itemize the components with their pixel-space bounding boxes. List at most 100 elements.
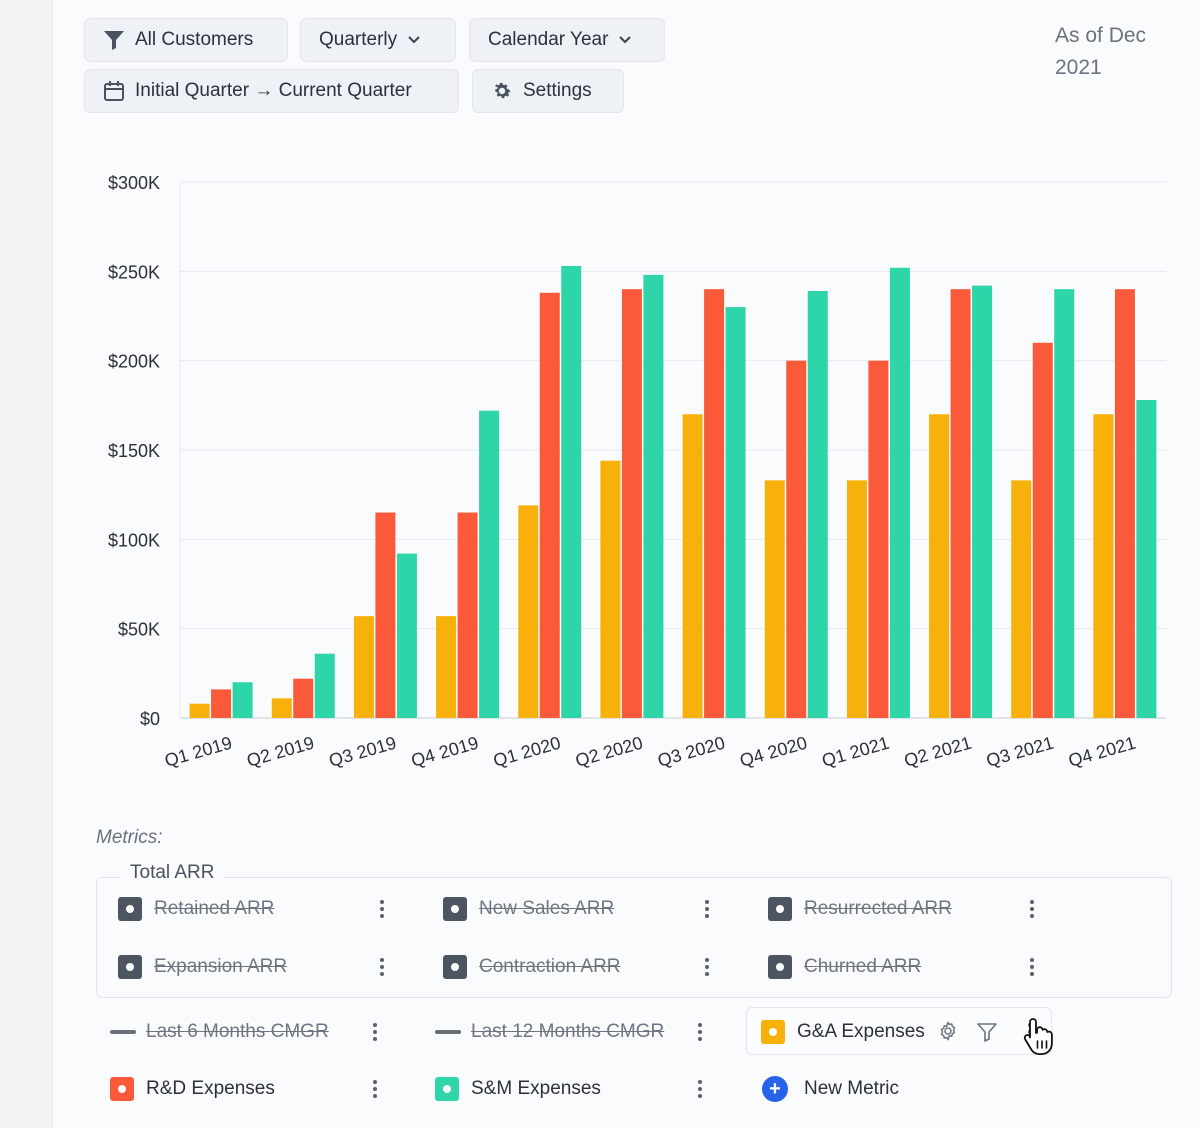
bar-g-a-expenses-q4-2021[interactable]	[1093, 414, 1114, 718]
gear-icon	[494, 82, 511, 99]
metric-sm-expenses[interactable]: S&M Expenses	[435, 1072, 601, 1106]
date-range-label: Initial Quarter → Current Quarter	[135, 80, 412, 101]
metric-swatch-icon	[443, 955, 467, 979]
bar-g-a-expenses-q2-2021[interactable]	[929, 414, 950, 718]
bar-s-m-expenses-q2-2019[interactable]	[314, 653, 335, 718]
bar-r-d-expenses-q1-2021[interactable]	[868, 360, 889, 718]
more-options-icon[interactable]	[690, 1074, 710, 1104]
bar-s-m-expenses-q3-2021[interactable]	[1054, 289, 1075, 718]
filter-icon	[104, 31, 124, 50]
more-options-icon[interactable]	[372, 894, 392, 924]
bar-s-m-expenses-q1-2021[interactable]	[889, 267, 910, 718]
x-tick-label: Q1 2021	[820, 733, 892, 771]
bar-s-m-expenses-q3-2019[interactable]	[396, 553, 417, 718]
y-tick-label: $0	[140, 709, 160, 729]
metric-label: Contraction ARR	[479, 956, 621, 977]
metric-label: New Sales ARR	[479, 898, 615, 919]
bar-g-a-expenses-q2-2019[interactable]	[271, 698, 292, 718]
more-options-icon[interactable]	[697, 894, 717, 924]
bar-g-a-expenses-q1-2020[interactable]	[518, 505, 539, 718]
metric-label: Resurrected ARR	[804, 898, 952, 919]
year-type-dropdown[interactable]: Calendar Year	[469, 18, 665, 62]
bar-s-m-expenses-q3-2020[interactable]	[725, 307, 746, 718]
bar-g-a-expenses-q3-2019[interactable]	[353, 616, 374, 718]
bar-g-a-expenses-q1-2021[interactable]	[846, 480, 867, 718]
bar-g-a-expenses-q3-2021[interactable]	[1011, 480, 1032, 718]
bar-r-d-expenses-q2-2020[interactable]	[621, 289, 642, 718]
bar-s-m-expenses-q2-2020[interactable]	[643, 274, 664, 718]
chevron-down-icon	[408, 36, 420, 44]
bar-r-d-expenses-q4-2020[interactable]	[786, 360, 807, 718]
date-range-button[interactable]: Initial Quarter → Current Quarter	[84, 69, 459, 113]
metric-retained-arr[interactable]: Retained ARR	[118, 892, 274, 926]
as-of-date: As of Dec 2021	[1055, 24, 1147, 79]
more-options-icon[interactable]	[690, 1017, 710, 1047]
more-options-icon[interactable]	[1022, 952, 1042, 982]
x-tick-label: Q4 2021	[1066, 733, 1138, 771]
new-metric-button[interactable]: + New Metric	[762, 1072, 899, 1106]
metric-swatch-icon	[768, 955, 792, 979]
bar-s-m-expenses-q4-2020[interactable]	[807, 290, 828, 718]
bar-g-a-expenses-q4-2019[interactable]	[436, 616, 457, 718]
left-gutter	[0, 0, 53, 1128]
more-options-icon[interactable]	[697, 952, 717, 982]
metric-swatch-icon	[761, 1020, 785, 1044]
more-options-icon[interactable]	[365, 1074, 385, 1104]
bar-g-a-expenses-q1-2019[interactable]	[189, 703, 210, 718]
bar-r-d-expenses-q3-2019[interactable]	[375, 512, 396, 718]
metric-resurrected-arr[interactable]: Resurrected ARR	[768, 892, 952, 926]
bar-r-d-expenses-q3-2020[interactable]	[704, 289, 725, 718]
metric-swatch-icon	[435, 1077, 459, 1101]
all-customers-filter-button[interactable]: All Customers	[84, 18, 288, 62]
period-label: Quarterly	[319, 29, 398, 50]
more-options-icon[interactable]	[372, 952, 392, 982]
metric-last-6-months-cmgr[interactable]: Last 6 Months CMGR	[110, 1015, 329, 1049]
x-tick-label: Q1 2020	[491, 733, 563, 771]
metric-swatch-icon	[768, 897, 792, 921]
calendar-icon	[104, 81, 124, 101]
bar-r-d-expenses-q2-2019[interactable]	[293, 678, 314, 718]
metric-churned-arr[interactable]: Churned ARR	[768, 950, 921, 984]
bar-r-d-expenses-q4-2019[interactable]	[457, 512, 478, 718]
bar-s-m-expenses-q2-2021[interactable]	[972, 285, 993, 718]
period-dropdown[interactable]: Quarterly	[300, 18, 456, 62]
bar-g-a-expenses-q4-2020[interactable]	[764, 480, 785, 718]
metric-rd-expenses[interactable]: R&D Expenses	[110, 1072, 275, 1106]
plus-icon: +	[762, 1076, 788, 1102]
metric-filter-icon[interactable]	[976, 1021, 998, 1043]
x-tick-label: Q2 2019	[244, 733, 316, 771]
y-tick-label: $200K	[108, 352, 160, 372]
metric-contraction-arr[interactable]: Contraction ARR	[443, 950, 621, 984]
bar-g-a-expenses-q2-2020[interactable]	[600, 460, 621, 718]
bar-s-m-expenses-q4-2021[interactable]	[1136, 399, 1157, 718]
metric-label: Last 12 Months CMGR	[471, 1021, 665, 1042]
bar-g-a-expenses-q3-2020[interactable]	[682, 414, 703, 718]
bar-r-d-expenses-q4-2021[interactable]	[1114, 289, 1135, 718]
bar-s-m-expenses-q4-2019[interactable]	[479, 410, 500, 718]
metric-last-12-months-cmgr[interactable]: Last 12 Months CMGR	[435, 1015, 664, 1049]
metric-new-sales-arr[interactable]: New Sales ARR	[443, 892, 614, 926]
x-tick-label: Q4 2020	[737, 733, 809, 771]
chevron-down-icon	[619, 36, 632, 44]
y-tick-label: $50K	[118, 620, 160, 640]
settings-button[interactable]: Settings	[472, 69, 624, 113]
more-options-icon[interactable]	[1022, 894, 1042, 924]
x-tick-label: Q1 2019	[162, 733, 234, 771]
metric-ga-expenses[interactable]: G&A Expenses	[761, 1015, 925, 1049]
bar-s-m-expenses-q1-2019[interactable]	[232, 682, 253, 718]
bar-s-m-expenses-q1-2020[interactable]	[561, 265, 582, 718]
metric-swatch-icon	[118, 955, 142, 979]
metric-label: Last 6 Months CMGR	[146, 1021, 329, 1042]
line-swatch-icon	[110, 1030, 136, 1034]
metric-settings-gear-icon[interactable]	[937, 1020, 959, 1042]
bar-r-d-expenses-q3-2021[interactable]	[1032, 342, 1053, 718]
bar-r-d-expenses-q1-2019[interactable]	[211, 689, 232, 718]
bar-r-d-expenses-q2-2021[interactable]	[950, 289, 971, 718]
x-tick-label: Q4 2019	[409, 733, 481, 771]
settings-label: Settings	[523, 80, 592, 101]
metric-swatch-icon	[443, 897, 467, 921]
more-options-icon[interactable]	[365, 1017, 385, 1047]
bar-r-d-expenses-q1-2020[interactable]	[539, 292, 560, 718]
metric-expansion-arr[interactable]: Expansion ARR	[118, 950, 287, 984]
y-tick-label: $150K	[108, 441, 160, 461]
